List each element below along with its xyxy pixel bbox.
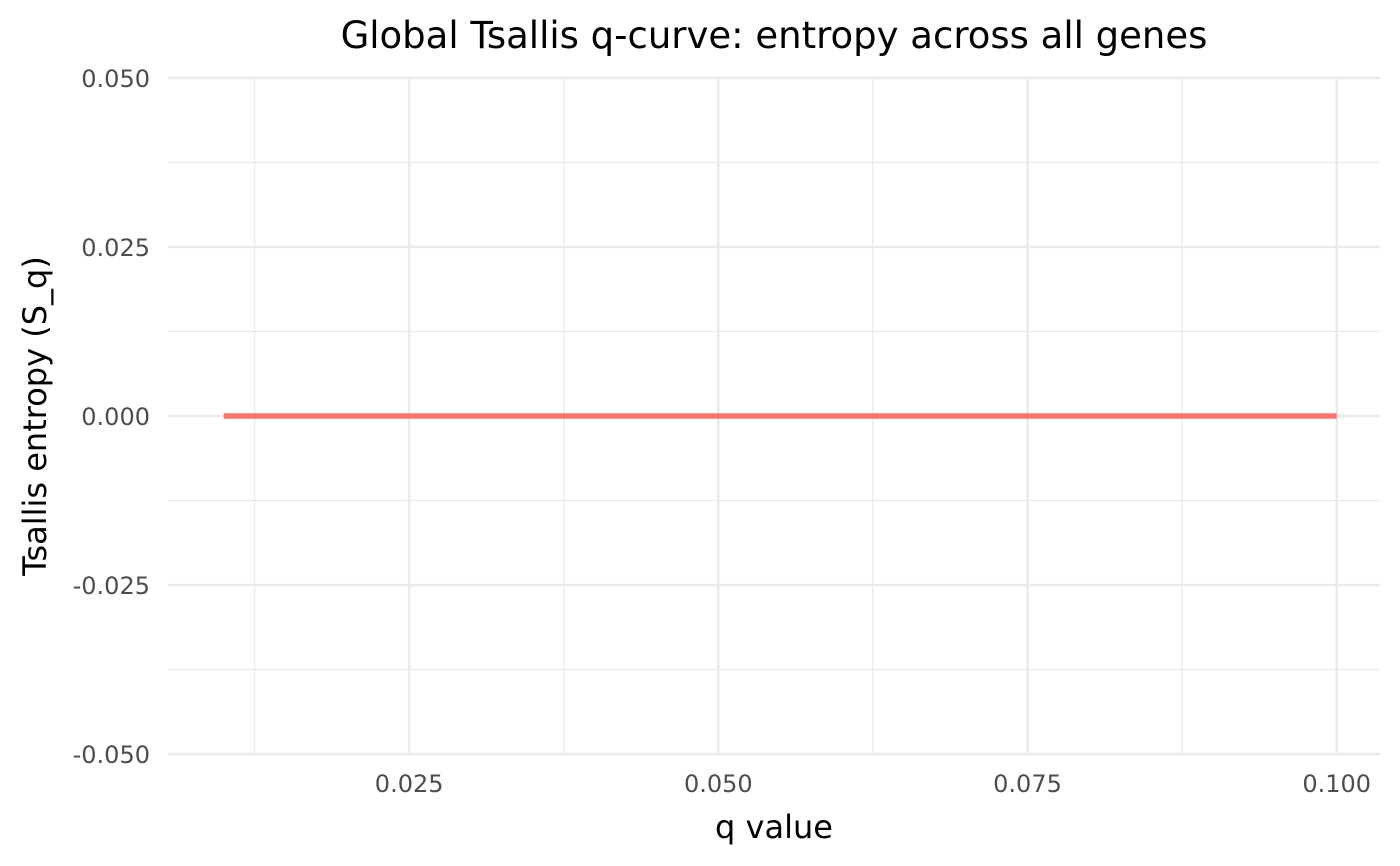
y-axis-title: Tsallis entropy (S_q) — [16, 256, 54, 577]
x-tick-label: 0.100 — [1302, 770, 1371, 798]
y-tick-label: 0.025 — [81, 234, 150, 262]
chart-title: Global Tsallis q-curve: entropy across a… — [341, 14, 1208, 57]
x-axis-tick-labels: 0.025 0.050 0.075 0.100 — [375, 770, 1371, 798]
y-tick-label: 0.050 — [81, 65, 150, 93]
x-tick-label: 0.050 — [684, 770, 753, 798]
y-tick-label: -0.050 — [73, 741, 150, 769]
x-tick-label: 0.075 — [993, 770, 1062, 798]
minor-gridlines — [168, 78, 1380, 754]
x-tick-label: 0.025 — [375, 770, 444, 798]
y-tick-label: -0.025 — [73, 572, 150, 600]
y-axis-tick-labels: 0.050 0.025 0.000 -0.025 -0.050 — [73, 65, 150, 769]
y-tick-label: 0.000 — [81, 403, 150, 431]
x-axis-title: q value — [715, 808, 833, 846]
